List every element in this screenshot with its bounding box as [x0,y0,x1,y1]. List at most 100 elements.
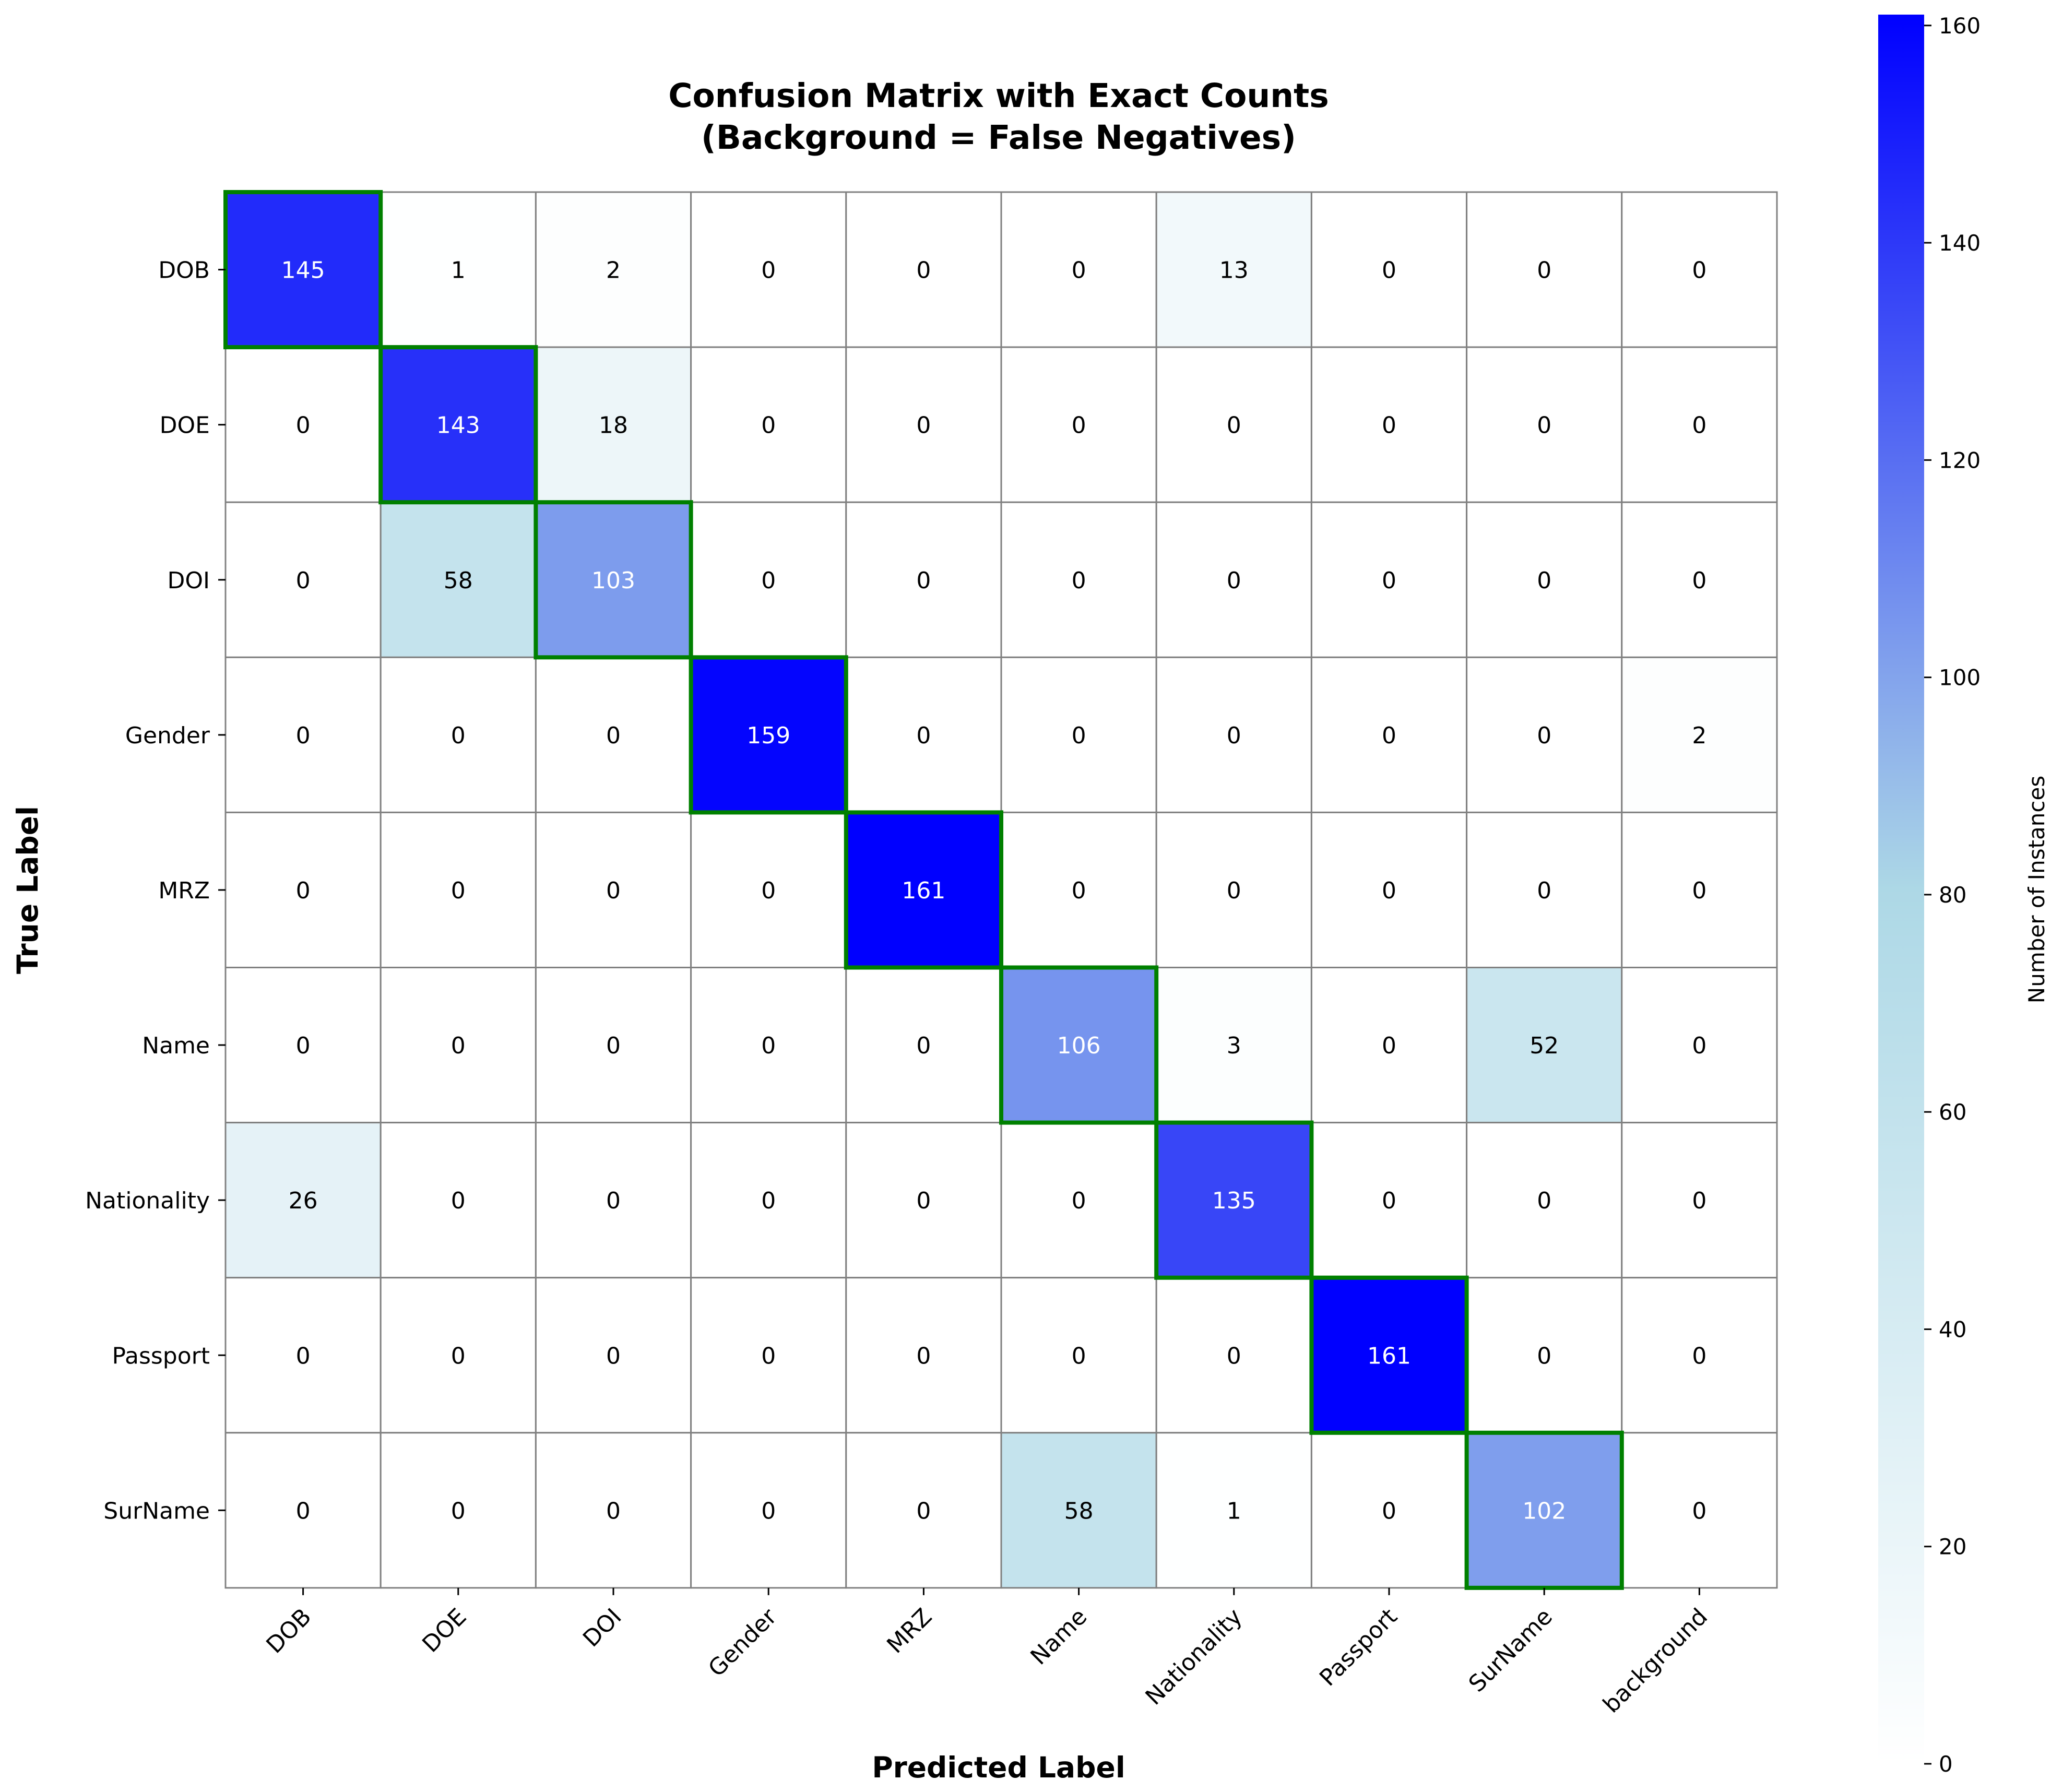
cell-value-label: 0 [761,412,776,439]
colorbar-tick-label: 40 [1939,1316,1966,1342]
cell-value-label: 0 [1537,877,1551,904]
cell-value-label: 103 [591,567,635,594]
cell-value-label: 1 [1227,1498,1241,1524]
heatmap-cell [845,811,1002,969]
heatmap-cell [535,346,692,503]
y-tick-label: Passport [112,1343,210,1369]
cell-value-label: 0 [1537,1343,1551,1369]
x-tick-label: DOI [578,1604,627,1653]
cell-value-label: 0 [1072,1343,1086,1369]
heatmap-cell [1000,191,1157,348]
cell-value-label: 0 [1227,1343,1241,1369]
heatmap-cell [690,1277,847,1434]
cell-value-label: 0 [1382,1188,1396,1214]
heatmap-cell [1466,1277,1623,1434]
colorbar-tick-label: 0 [1939,1751,1953,1777]
heatmap-cell [380,191,537,348]
cell-value-label: 0 [1072,722,1086,749]
cell-value-label: 0 [916,1498,931,1524]
heatmap-cell [1621,191,1778,348]
heatmap-cell [690,967,847,1124]
cell-value-label: 0 [761,1188,776,1214]
diagonal-highlights [223,190,1624,1590]
cell-value-label: 52 [1530,1033,1559,1059]
cell-value-label: 13 [1219,257,1249,284]
x-tick-label: DOB [262,1604,317,1659]
heatmap-cell [845,1277,1002,1434]
chart-title: Confusion Matrix with Exact Counts (Back… [668,77,1329,157]
cell-value-label: 0 [916,722,931,749]
y-tick-label: SurName [103,1498,210,1524]
heatmap-cell [845,346,1002,503]
cell-value-label: 0 [296,1033,311,1059]
cell-value-label: 0 [296,722,311,749]
x-tick-label: Gender [703,1603,782,1682]
y-tick-label: Gender [125,722,210,749]
heatmap-cell [224,501,382,658]
colorbar-tick-label: 160 [1939,13,1981,39]
diagonal-highlight-box [999,965,1159,1125]
cell-value-label: 0 [916,412,931,439]
cell-value-label: 0 [1382,567,1396,594]
cell-value-label: 0 [1692,1188,1706,1214]
cell-value-label: 0 [761,1498,776,1524]
cell-value-label: 159 [746,722,790,749]
cell-value-label: 0 [761,1343,776,1369]
heatmap-cell [690,1122,847,1279]
cell-value-label: 0 [1072,567,1086,594]
cell-value-label: 0 [606,1188,621,1214]
heatmap-cell [535,501,692,658]
x-tick-label: Name [1026,1604,1093,1670]
cell-value-label: 0 [761,257,776,284]
cell-value-label: 0 [1692,567,1706,594]
cell-value-label: 0 [1072,1188,1086,1214]
cell-value-label: 0 [1227,722,1241,749]
cell-value-label: 0 [1382,412,1396,439]
y-axis-ticks: DOB DOE DOI Gender MRZ Name Nationality Passpor… [85,257,226,1524]
heatmap-cell [1155,501,1312,658]
cell-value-label: 0 [1227,567,1241,594]
colorbar-tick-label: 60 [1939,1099,1966,1125]
cell-value-label: 0 [916,1033,931,1059]
cell-value-label: 0 [761,877,776,904]
cell-value-label: 0 [451,1498,466,1524]
heatmap-cell [1621,1432,1778,1589]
heatmap-cell [1155,656,1312,813]
heatmap-cell [1621,811,1778,969]
colorbar-ticks: 0 20 40 60 80 100 120 140 160 [1924,13,1981,1777]
cell-value-label: 0 [1692,412,1706,439]
heatmap-cell [1621,346,1778,503]
heatmap-cell [1466,1122,1623,1279]
colorbar-label: Number of Instances [2024,776,2049,1003]
cell-value-label: 0 [916,567,931,594]
heatmap-cell [1310,501,1468,658]
cell-value-label: 0 [1692,257,1706,284]
cell-value-label: 161 [902,877,945,904]
cell-value-label: 0 [916,257,931,284]
heatmap-cell [380,1432,537,1589]
heatmap-cell [690,346,847,503]
cell-value-label: 0 [1692,1343,1706,1369]
cell-value-label: 135 [1212,1188,1256,1214]
y-tick-label: DOB [158,257,210,284]
heatmap-cell [1310,656,1468,813]
heatmap-cell [1310,1432,1468,1589]
cell-value-label: 0 [451,1033,466,1059]
cell-value-label: 0 [451,722,466,749]
heatmap-cell [1000,1277,1157,1434]
cell-value-label: 58 [1064,1498,1094,1524]
cell-value-label: 0 [606,877,621,904]
cell-value-label: 102 [1522,1498,1566,1524]
cell-value-label: 0 [761,567,776,594]
cell-value-label: 143 [436,412,480,439]
y-tick-label: DOE [160,412,210,439]
cell-value-label: 0 [1692,1498,1706,1524]
heatmap-cell [535,967,692,1124]
diagonal-highlight-box [1154,1120,1314,1280]
heatmap-cell [845,656,1002,813]
x-tick-label: Nationality [1141,1604,1248,1711]
cell-value-label: 3 [1227,1033,1241,1059]
cell-value-label: 0 [1537,722,1551,749]
cell-value-label: 0 [916,1188,931,1214]
